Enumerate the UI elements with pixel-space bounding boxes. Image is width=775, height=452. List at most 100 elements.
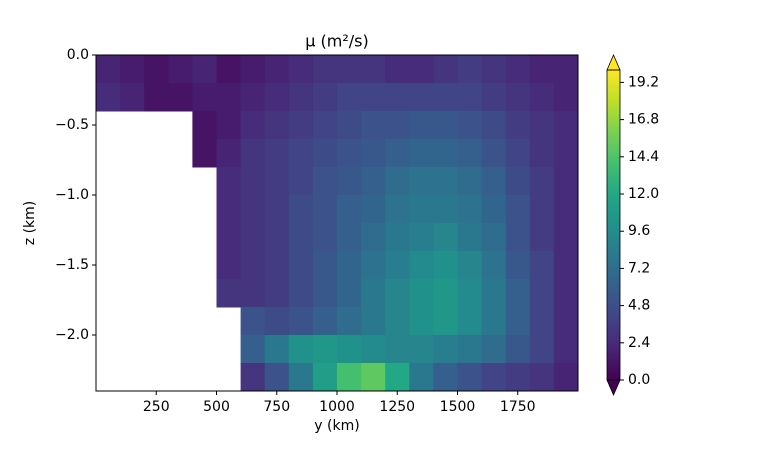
contour-cell	[553, 363, 579, 392]
contour-cell	[409, 195, 434, 224]
contour-cell	[529, 363, 555, 392]
x-tick-label: 1000	[319, 399, 355, 415]
x-tick-label: 500	[203, 399, 230, 415]
contour-cell	[361, 167, 386, 196]
contour-cell	[361, 335, 386, 364]
contour-cell	[457, 223, 483, 252]
contour-cell	[505, 55, 531, 84]
colorbar-extend-max	[606, 53, 621, 71]
contour-cell	[337, 83, 362, 112]
x-tick-label: 1500	[440, 399, 476, 415]
contour-cell	[553, 167, 579, 196]
colorbar-tick-label: 2.4	[628, 335, 650, 351]
contour-cell	[433, 307, 458, 336]
contour-cell	[264, 223, 290, 252]
contour-cell	[505, 139, 531, 168]
contour-cell	[385, 251, 410, 280]
colorbar-tick-label: 4.8	[628, 298, 650, 314]
contour-cell	[144, 55, 169, 84]
contour-cell	[216, 279, 242, 308]
contour-cell	[264, 55, 290, 84]
contour-cell	[120, 55, 145, 84]
contour-cell	[529, 279, 555, 308]
contour-cell	[529, 251, 555, 280]
contour-cell	[264, 363, 290, 392]
y-tick-label: 0.0	[67, 47, 89, 63]
contour-cell	[409, 335, 434, 364]
contour-cell	[337, 363, 362, 392]
contour-cell	[264, 251, 290, 280]
contour-cell	[264, 307, 290, 336]
contour-cell	[433, 139, 458, 168]
contour-cell	[385, 195, 410, 224]
contour-cell	[264, 279, 290, 308]
contour-cell	[216, 251, 242, 280]
contour-cell	[240, 111, 266, 140]
contour-cell	[457, 55, 483, 84]
contour-cell	[264, 195, 290, 224]
contour-cell	[240, 139, 266, 168]
contour-cell	[433, 167, 458, 196]
contour-cell	[264, 167, 290, 196]
contour-cell	[481, 111, 507, 140]
contour-cell	[505, 195, 531, 224]
contour-cell	[553, 223, 579, 252]
y-tick-label: −2.0	[55, 327, 89, 343]
y-tick-label: −1.5	[55, 257, 89, 273]
contour-cell	[481, 167, 507, 196]
colorbar-tick-label: 12.0	[628, 186, 659, 202]
contour-cell	[505, 335, 531, 364]
contour-cell	[409, 139, 434, 168]
contour-cell	[529, 111, 555, 140]
contour-cell	[529, 167, 555, 196]
contour-cell	[288, 363, 314, 392]
contour-cell	[337, 223, 362, 252]
contour-cell	[457, 279, 483, 308]
contour-cell	[361, 83, 386, 112]
contour-cell	[553, 55, 579, 84]
contour-cell	[385, 167, 410, 196]
contour-cell	[481, 55, 507, 84]
colorbar-tick-label: 19.2	[628, 74, 659, 90]
contour-cell	[433, 83, 458, 112]
colorbar-frame	[606, 69, 621, 381]
x-tick-label: 1250	[379, 399, 415, 415]
contour-cell	[529, 139, 555, 168]
contour-cell	[385, 55, 410, 84]
contour-cell	[481, 83, 507, 112]
colorbar-extend-min	[606, 379, 621, 397]
contour-cell	[240, 167, 266, 196]
contour-cell	[216, 83, 242, 112]
contour-cell	[481, 139, 507, 168]
y-tick-label: −1.0	[55, 187, 89, 203]
contour-cell	[553, 335, 579, 364]
contour-cell	[168, 83, 193, 112]
contour-cell	[529, 83, 555, 112]
contour-cell	[312, 139, 338, 168]
contour-cell	[288, 251, 314, 280]
contour-cell	[312, 363, 338, 392]
contour-cell	[505, 363, 531, 392]
contour-cell	[337, 195, 362, 224]
contour-cell	[337, 307, 362, 336]
contour-cell	[361, 111, 386, 140]
contour-cell	[553, 307, 579, 336]
contour-cell	[409, 223, 434, 252]
contour-cell	[288, 307, 314, 336]
contour-cell	[337, 335, 362, 364]
contour-cell	[312, 111, 338, 140]
contour-cell	[433, 195, 458, 224]
contour-cell	[192, 55, 217, 84]
contour-cell	[288, 167, 314, 196]
contour-cell	[553, 251, 579, 280]
contour-cell	[457, 363, 483, 392]
contour-cell	[457, 335, 483, 364]
contour-cell	[433, 251, 458, 280]
contour-cell	[529, 223, 555, 252]
contour-cell	[361, 307, 386, 336]
contour-cell	[264, 139, 290, 168]
x-tick-label: 750	[263, 399, 290, 415]
contour-cell	[409, 111, 434, 140]
contour-cell	[529, 307, 555, 336]
